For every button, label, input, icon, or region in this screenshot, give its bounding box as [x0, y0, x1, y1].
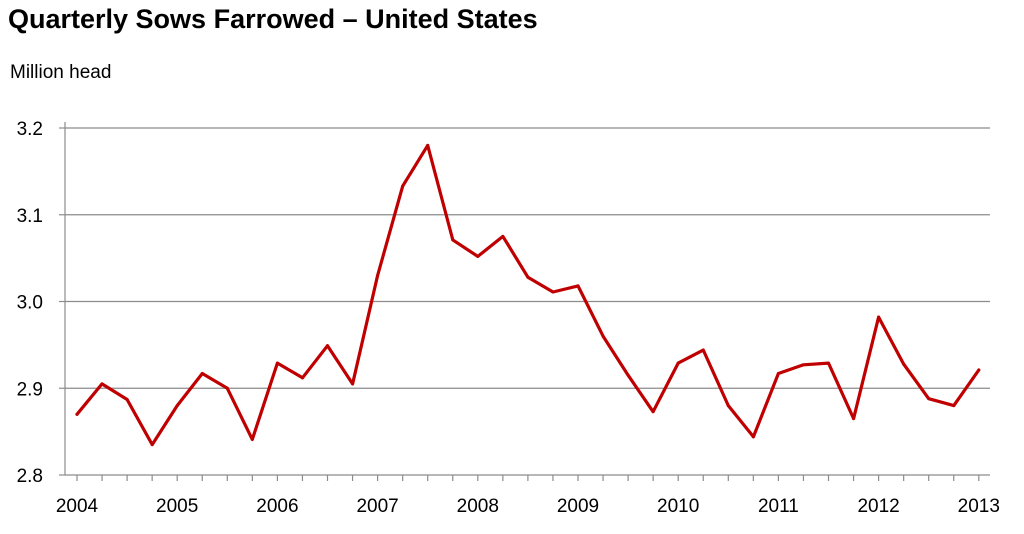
data-point: [952, 404, 956, 408]
x-tick-label: 2008: [457, 496, 499, 517]
data-point: [100, 382, 104, 386]
y-tick-label: 2.9: [17, 379, 43, 400]
data-point: [351, 382, 355, 386]
data-point: [150, 443, 154, 447]
data-point: [877, 315, 881, 319]
data-point: [200, 372, 204, 376]
data-point: [776, 372, 780, 376]
data-point: [902, 362, 906, 366]
data-point: [701, 348, 705, 352]
data-point: [977, 368, 981, 372]
data-point: [676, 361, 680, 365]
x-tick-label: 2009: [557, 496, 599, 517]
data-point: [75, 412, 79, 416]
data-point: [426, 143, 430, 147]
data-point: [451, 238, 455, 242]
y-tick-label: 3.1: [17, 206, 43, 227]
data-point: [801, 363, 805, 367]
data-point: [726, 404, 730, 408]
chart-title: Quarterly Sows Farrowed – United States: [8, 4, 538, 34]
data-point: [551, 290, 555, 294]
data-point: [125, 398, 129, 402]
data-point: [751, 435, 755, 439]
data-point: [626, 373, 630, 377]
y-tick-label: 3.2: [17, 119, 43, 140]
gridlines: [65, 127, 990, 389]
x-tick-label: 2011: [758, 496, 799, 517]
x-tick-label: 2010: [657, 496, 699, 517]
data-point: [225, 386, 229, 390]
x-tick-label: 2007: [356, 496, 398, 517]
data-point: [852, 417, 856, 421]
data-point: [576, 284, 580, 288]
x-tick-label: 2005: [156, 496, 198, 517]
data-point: [927, 397, 931, 401]
axes: [59, 122, 990, 481]
data-point: [501, 234, 505, 238]
y-axis-label: Million head: [10, 62, 112, 83]
data-point: [476, 254, 480, 258]
y-tick-label: 2.8: [17, 466, 43, 487]
data-point: [401, 184, 405, 188]
data-point: [601, 334, 605, 338]
data-point: [326, 344, 329, 348]
data-point: [376, 273, 380, 277]
data-point: [651, 410, 655, 414]
series-line: [75, 143, 981, 447]
data-point: [275, 361, 279, 365]
tick-labels: 2.8 2.9 3.0 3.1 3.2 2004 2005 2006 2007 2008 2009 2…: [17, 119, 1000, 517]
data-point: [300, 376, 304, 380]
data-point: [526, 275, 530, 279]
data-point: [175, 404, 179, 408]
x-tick-label: 2004: [56, 496, 99, 517]
data-point: [250, 437, 254, 441]
x-tick-label: 2006: [256, 496, 298, 517]
series-layer: [75, 143, 981, 447]
x-tick-label: 2012: [857, 496, 899, 517]
y-tick-label: 3.0: [17, 293, 43, 314]
x-tick-label: 2013: [958, 496, 1000, 517]
data-point: [827, 361, 830, 365]
